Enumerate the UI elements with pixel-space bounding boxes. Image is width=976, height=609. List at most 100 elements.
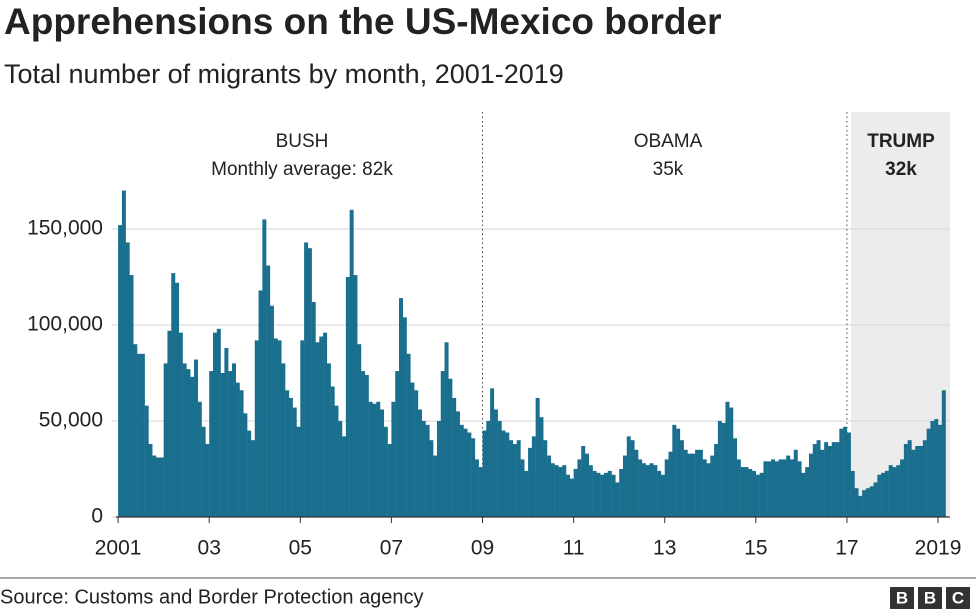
bar [763, 461, 768, 517]
bar [744, 467, 749, 517]
bar [884, 470, 889, 517]
annotation: BUSH [276, 131, 329, 152]
y-tick-label: 0 [91, 505, 103, 528]
bar [524, 470, 529, 517]
bar [383, 426, 388, 517]
bar [471, 438, 476, 517]
bar [175, 282, 180, 517]
bar [941, 390, 946, 517]
bar [182, 363, 187, 517]
bar [919, 445, 924, 517]
bar [118, 225, 123, 517]
bar [752, 470, 757, 517]
bar [444, 342, 449, 517]
bar [641, 463, 646, 517]
bar [247, 430, 252, 517]
annotation: OBAMA [634, 131, 703, 152]
bar [588, 465, 593, 517]
bar [353, 275, 358, 517]
bar [626, 436, 631, 517]
bar [824, 442, 829, 517]
bar [190, 376, 195, 517]
bar [258, 290, 263, 517]
bar [391, 401, 396, 517]
bar [171, 273, 176, 517]
bar [361, 371, 366, 517]
bar [387, 444, 392, 517]
bar [843, 426, 848, 517]
bar [285, 390, 290, 517]
bar [653, 465, 658, 517]
bar [630, 440, 635, 517]
bar [296, 426, 301, 517]
x-tick-label: 07 [380, 537, 403, 560]
bar [600, 474, 605, 517]
bar [140, 353, 145, 517]
bar [733, 438, 738, 517]
bar [782, 459, 787, 517]
bar [159, 457, 164, 517]
bar [638, 459, 643, 517]
bar [596, 472, 601, 517]
bar [930, 421, 935, 517]
bar [399, 298, 404, 517]
bar [911, 449, 916, 517]
bar [433, 455, 438, 517]
bar [501, 430, 506, 517]
bar [903, 444, 908, 517]
bar [406, 353, 411, 517]
bar [531, 436, 536, 517]
bar [493, 409, 498, 517]
bar [922, 440, 927, 517]
bar [342, 436, 347, 517]
bar [622, 455, 627, 517]
logo-letter: B [924, 588, 936, 607]
bar [410, 382, 415, 517]
annotation: Monthly average: 82k [211, 159, 393, 180]
bar [201, 426, 206, 517]
bar [300, 340, 305, 517]
bar [133, 344, 138, 517]
bar [273, 338, 278, 517]
bar [216, 328, 221, 517]
bar [691, 453, 696, 517]
bar [915, 445, 920, 517]
bar [535, 397, 540, 517]
bar [755, 474, 760, 517]
bar [873, 482, 878, 517]
source: Source: Customs and Border Protection ag… [0, 586, 424, 608]
bar [152, 455, 157, 517]
bar [455, 411, 460, 517]
bar [429, 440, 434, 517]
bar [877, 474, 882, 517]
bar [505, 432, 510, 517]
bar [854, 488, 859, 517]
bar [801, 472, 806, 517]
bar [326, 363, 331, 517]
bar [702, 459, 707, 517]
bar [543, 440, 548, 517]
bar [611, 474, 616, 517]
bar [539, 417, 544, 517]
bar [547, 455, 552, 517]
bar [839, 428, 844, 517]
bar [858, 495, 863, 517]
chart-subtitle: Total number of migrants by month, 2001-… [4, 59, 564, 89]
bar [573, 469, 578, 517]
bar [569, 478, 574, 517]
bar [288, 397, 293, 517]
bar [448, 378, 453, 517]
bar [239, 390, 244, 517]
x-tick-label: 2019 [915, 537, 962, 560]
bar [721, 422, 726, 517]
bar [717, 421, 722, 517]
y-tick-label: 100,000 [27, 313, 103, 336]
bar [592, 470, 597, 517]
bar [266, 265, 271, 517]
bar [528, 447, 533, 517]
bar [869, 486, 874, 517]
bar [463, 428, 468, 517]
bar [938, 424, 943, 517]
bar [243, 413, 248, 517]
